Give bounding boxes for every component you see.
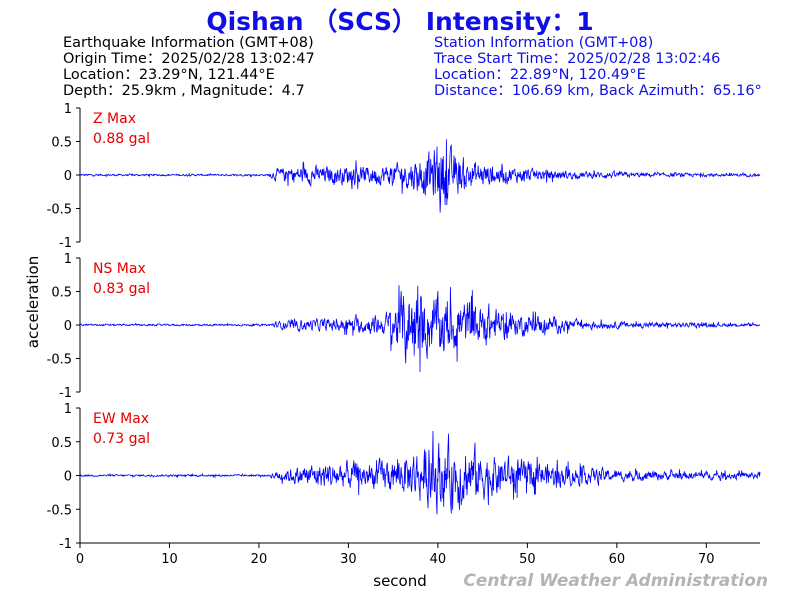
- y-tick-label-ns: -0.5: [47, 353, 72, 368]
- y-tick-label-ns: 1: [64, 252, 72, 267]
- y-tick-label-ns: 0.5: [51, 286, 72, 301]
- trace-ew: [79, 430, 761, 515]
- epicenter-location: Location：23.29°N, 121.44°E: [63, 67, 275, 83]
- x-tick-label: 40: [430, 552, 447, 567]
- x-tick-label: 20: [251, 552, 268, 567]
- max-value-ew: 0.73 gal: [93, 431, 150, 447]
- max-value-ns: 0.83 gal: [93, 281, 150, 297]
- y-tick-label-ew: 0.5: [51, 436, 72, 451]
- x-tick-label: 60: [609, 552, 626, 567]
- credit-label: Central Weather Administration: [463, 571, 768, 591]
- x-tick-label: 50: [519, 552, 536, 567]
- y-tick-label-ew: 1: [64, 402, 72, 417]
- trace-ns: [79, 285, 761, 372]
- y-tick-label-ew: -1: [59, 537, 72, 552]
- chart-title: Qishan （SCS） Intensity：1: [206, 7, 594, 36]
- y-tick-label-z: 1: [64, 102, 72, 117]
- x-tick-label: 70: [698, 552, 715, 567]
- y-axis-label: acceleration: [24, 256, 42, 348]
- earthquake-info: Earthquake Information (GMT+08) Origin T…: [63, 35, 315, 99]
- x-tick-label: 0: [76, 552, 84, 567]
- station-info: Station Information (GMT+08) Trace Start…: [434, 35, 762, 99]
- y-tick-label-ns: -1: [59, 386, 72, 401]
- y-tick-label-z: 0.5: [51, 136, 72, 151]
- max-label-z: Z Max: [93, 111, 136, 127]
- y-tick-label-z: -1: [59, 236, 72, 251]
- depth-magnitude: Depth：25.9km , Magnitude：4.7: [63, 83, 305, 99]
- trace-z: [79, 139, 761, 213]
- x-axis-label: second: [373, 572, 427, 590]
- max-value-z: 0.88 gal: [93, 131, 150, 147]
- max-label-ew: EW Max: [93, 411, 149, 427]
- earthquake-info-header: Earthquake Information (GMT+08): [63, 35, 314, 51]
- y-tick-label-z: -0.5: [47, 203, 72, 218]
- max-label-ns: NS Max: [93, 261, 146, 277]
- y-tick-label-ew: -0.5: [47, 503, 72, 518]
- trace-start-time: Trace Start Time：2025/02/28 13:02:46: [434, 51, 721, 67]
- station-location: Location：22.89°N, 120.49°E: [434, 67, 646, 83]
- distance-azimuth: Distance：106.69 km, Back Azimuth：65.16°: [434, 83, 762, 99]
- origin-time: Origin Time：2025/02/28 13:02:47: [63, 51, 315, 67]
- x-tick-label: 30: [340, 552, 357, 567]
- y-tick-label-ns: 0: [64, 319, 72, 334]
- y-tick-label-ew: 0: [64, 470, 72, 485]
- y-tick-label-z: 0: [64, 169, 72, 184]
- x-tick-label: 10: [161, 552, 178, 567]
- station-info-header: Station Information (GMT+08): [434, 35, 654, 51]
